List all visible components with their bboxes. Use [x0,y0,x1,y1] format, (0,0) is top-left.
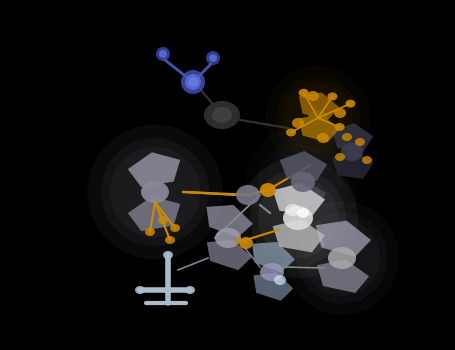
Ellipse shape [291,172,315,192]
Ellipse shape [342,133,352,141]
Circle shape [258,136,349,228]
Ellipse shape [163,251,173,259]
Polygon shape [299,92,339,120]
Ellipse shape [308,110,328,126]
Circle shape [265,144,341,220]
Polygon shape [280,151,327,181]
Ellipse shape [215,228,241,248]
Circle shape [266,65,370,170]
Polygon shape [273,219,325,252]
Ellipse shape [297,208,309,218]
Polygon shape [317,259,369,293]
Ellipse shape [212,107,232,123]
Ellipse shape [170,224,180,232]
Circle shape [304,220,380,296]
Polygon shape [128,152,180,187]
Ellipse shape [328,247,356,269]
Ellipse shape [236,185,260,205]
Polygon shape [207,240,252,270]
Polygon shape [207,205,253,237]
Ellipse shape [185,286,195,294]
Circle shape [285,201,399,315]
Circle shape [156,47,170,61]
Ellipse shape [260,263,284,281]
Circle shape [185,74,201,90]
Ellipse shape [135,286,145,294]
Ellipse shape [285,204,301,216]
Ellipse shape [204,101,240,129]
Circle shape [101,138,209,246]
Circle shape [276,76,360,160]
Polygon shape [299,114,339,142]
Polygon shape [273,183,325,216]
Polygon shape [281,180,326,210]
Ellipse shape [158,216,168,224]
Polygon shape [253,273,293,301]
Circle shape [238,158,358,278]
Circle shape [188,77,198,87]
Ellipse shape [165,236,175,244]
Polygon shape [332,150,374,179]
Polygon shape [128,196,180,231]
Circle shape [206,51,220,65]
Ellipse shape [334,108,346,118]
Circle shape [209,54,217,62]
Ellipse shape [328,92,338,100]
Ellipse shape [298,89,308,97]
Circle shape [283,83,353,153]
Circle shape [246,125,360,239]
Polygon shape [332,123,374,152]
Ellipse shape [362,156,372,164]
Ellipse shape [341,143,363,161]
Circle shape [250,170,346,266]
Ellipse shape [145,228,155,236]
Circle shape [181,70,205,94]
Ellipse shape [283,206,313,230]
Circle shape [258,178,338,258]
Ellipse shape [307,91,319,101]
Ellipse shape [274,275,286,285]
Ellipse shape [141,181,169,203]
Ellipse shape [334,123,344,131]
Ellipse shape [335,153,345,161]
Ellipse shape [355,138,365,146]
Polygon shape [252,242,295,272]
Circle shape [110,147,200,237]
Ellipse shape [260,183,276,197]
Ellipse shape [286,128,296,136]
Circle shape [159,50,167,58]
Ellipse shape [345,100,355,107]
Ellipse shape [239,237,253,249]
Polygon shape [316,220,371,257]
Circle shape [296,212,388,303]
Circle shape [87,125,222,259]
Ellipse shape [292,118,304,128]
Ellipse shape [317,133,329,143]
